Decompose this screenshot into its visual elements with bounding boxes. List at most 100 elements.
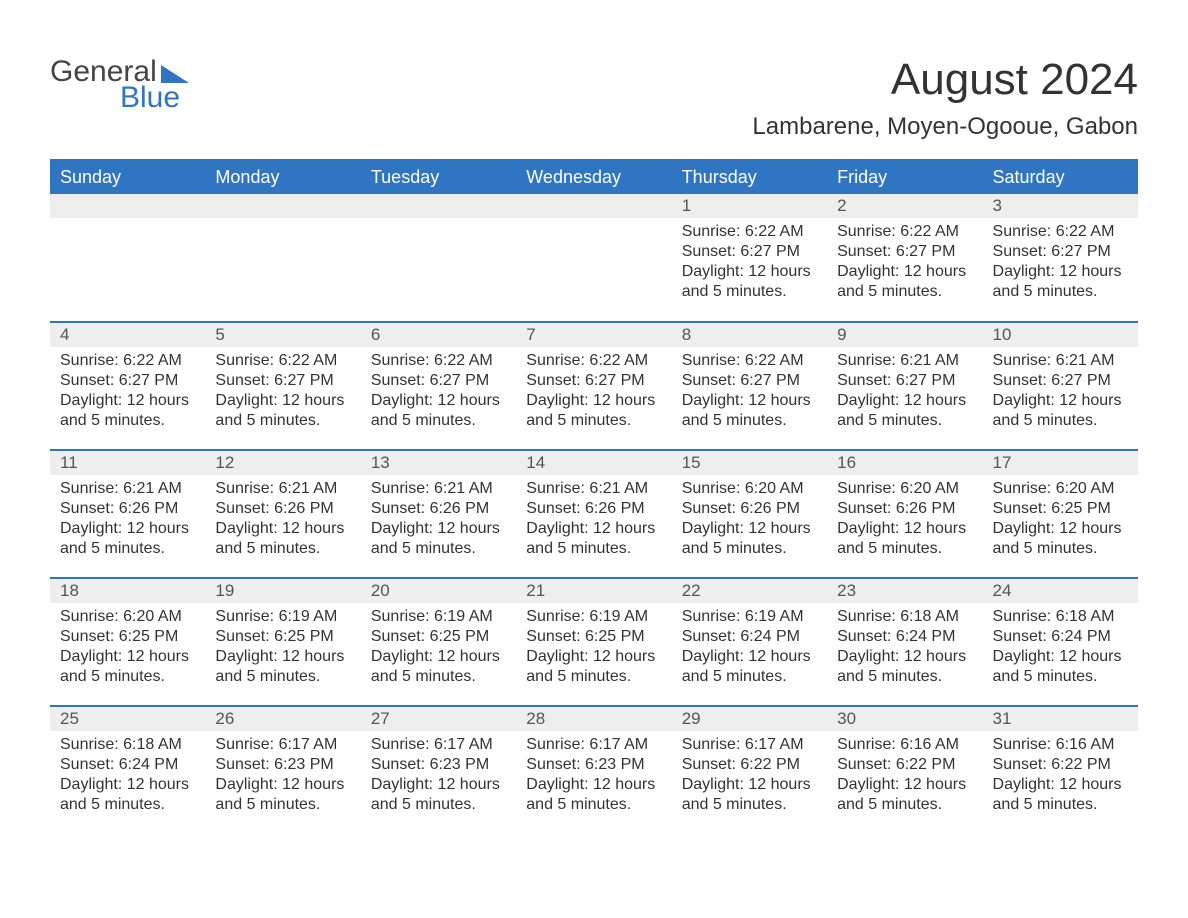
- sunrise-line: Sunrise: 6:17 AM: [526, 735, 661, 755]
- day-number: 13: [361, 451, 516, 475]
- day-number: 25: [50, 707, 205, 731]
- day-details: Sunrise: 6:17 AMSunset: 6:23 PMDaylight:…: [361, 731, 516, 821]
- weekday-header: Friday: [827, 160, 982, 194]
- day-number: 18: [50, 579, 205, 603]
- sunrise-value: 6:22 AM: [745, 223, 804, 240]
- sunset-line: Sunset: 6:25 PM: [215, 627, 350, 647]
- daylight-label: Daylight:: [993, 520, 1055, 537]
- sunrise-value: 6:21 AM: [900, 352, 959, 369]
- daylight-label: Daylight:: [371, 392, 433, 409]
- daylight-label: Daylight:: [60, 776, 122, 793]
- day-details: Sunrise: 6:22 AMSunset: 6:27 PMDaylight:…: [672, 347, 827, 437]
- sunset-label: Sunset:: [993, 756, 1047, 773]
- sunrise-value: 6:16 AM: [900, 736, 959, 753]
- day-number: 28: [516, 707, 671, 731]
- calendar-day-cell: 26Sunrise: 6:17 AMSunset: 6:23 PMDayligh…: [205, 706, 360, 834]
- sunrise-value: 6:22 AM: [434, 352, 493, 369]
- sunset-line: Sunset: 6:25 PM: [60, 627, 195, 647]
- daylight-line: Daylight: 12 hours and 5 minutes.: [371, 647, 506, 687]
- daylight-label: Daylight:: [215, 648, 277, 665]
- sunset-label: Sunset:: [526, 756, 580, 773]
- month-title: August 2024: [752, 55, 1138, 105]
- day-number: 4: [50, 323, 205, 347]
- sunrise-line: Sunrise: 6:21 AM: [60, 479, 195, 499]
- sunrise-line: Sunrise: 6:18 AM: [837, 607, 972, 627]
- daylight-label: Daylight:: [371, 648, 433, 665]
- daylight-label: Daylight:: [526, 776, 588, 793]
- sunrise-label: Sunrise:: [215, 480, 274, 497]
- day-number: 10: [983, 323, 1138, 347]
- sunrise-value: 6:19 AM: [745, 608, 804, 625]
- sunset-label: Sunset:: [526, 628, 580, 645]
- day-number: 7: [516, 323, 671, 347]
- sunrise-label: Sunrise:: [371, 608, 430, 625]
- sunrise-label: Sunrise:: [526, 352, 585, 369]
- day-details: Sunrise: 6:20 AMSunset: 6:26 PMDaylight:…: [827, 475, 982, 565]
- sunrise-value: 6:18 AM: [123, 736, 182, 753]
- calendar-day-cell: 14Sunrise: 6:21 AMSunset: 6:26 PMDayligh…: [516, 450, 671, 578]
- sunrise-label: Sunrise:: [215, 608, 274, 625]
- day-details: Sunrise: 6:21 AMSunset: 6:27 PMDaylight:…: [983, 347, 1138, 437]
- sunrise-value: 6:22 AM: [1056, 223, 1115, 240]
- sunset-line: Sunset: 6:22 PM: [682, 755, 817, 775]
- daylight-line: Daylight: 12 hours and 5 minutes.: [60, 391, 195, 431]
- daylight-label: Daylight:: [526, 648, 588, 665]
- daylight-line: Daylight: 12 hours and 5 minutes.: [371, 391, 506, 431]
- day-details: Sunrise: 6:22 AMSunset: 6:27 PMDaylight:…: [983, 218, 1138, 308]
- daylight-label: Daylight:: [682, 392, 744, 409]
- day-number: 8: [672, 323, 827, 347]
- daylight-line: Daylight: 12 hours and 5 minutes.: [993, 391, 1128, 431]
- day-details: Sunrise: 6:22 AMSunset: 6:27 PMDaylight:…: [205, 347, 360, 437]
- sunrise-value: 6:20 AM: [1056, 480, 1115, 497]
- sunrise-line: Sunrise: 6:21 AM: [993, 351, 1128, 371]
- sunset-line: Sunset: 6:26 PM: [526, 499, 661, 519]
- sunset-label: Sunset:: [682, 628, 736, 645]
- daylight-line: Daylight: 12 hours and 5 minutes.: [837, 647, 972, 687]
- sunrise-label: Sunrise:: [215, 352, 274, 369]
- sunrise-line: Sunrise: 6:17 AM: [682, 735, 817, 755]
- daylight-line: Daylight: 12 hours and 5 minutes.: [371, 775, 506, 815]
- day-details: Sunrise: 6:18 AMSunset: 6:24 PMDaylight:…: [983, 603, 1138, 693]
- sunset-line: Sunset: 6:27 PM: [682, 242, 817, 262]
- daylight-line: Daylight: 12 hours and 5 minutes.: [371, 519, 506, 559]
- sunset-label: Sunset:: [215, 628, 269, 645]
- sunrise-line: Sunrise: 6:21 AM: [526, 479, 661, 499]
- sunrise-line: Sunrise: 6:16 AM: [837, 735, 972, 755]
- calendar-day-cell: 31Sunrise: 6:16 AMSunset: 6:22 PMDayligh…: [983, 706, 1138, 834]
- day-details: Sunrise: 6:22 AMSunset: 6:27 PMDaylight:…: [361, 347, 516, 437]
- sunset-label: Sunset:: [993, 500, 1047, 517]
- day-details: Sunrise: 6:22 AMSunset: 6:27 PMDaylight:…: [516, 347, 671, 437]
- sunrise-value: 6:16 AM: [1056, 736, 1115, 753]
- daylight-line: Daylight: 12 hours and 5 minutes.: [215, 775, 350, 815]
- day-details: Sunrise: 6:19 AMSunset: 6:25 PMDaylight:…: [361, 603, 516, 693]
- sunrise-value: 6:17 AM: [589, 736, 648, 753]
- calendar-day-cell: 22Sunrise: 6:19 AMSunset: 6:24 PMDayligh…: [672, 578, 827, 706]
- sunset-label: Sunset:: [371, 628, 425, 645]
- daylight-line: Daylight: 12 hours and 5 minutes.: [215, 519, 350, 559]
- calendar-week-row: 11Sunrise: 6:21 AMSunset: 6:26 PMDayligh…: [50, 450, 1138, 578]
- sunrise-line: Sunrise: 6:22 AM: [371, 351, 506, 371]
- daylight-label: Daylight:: [60, 392, 122, 409]
- calendar-day-cell: [361, 194, 516, 322]
- sunrise-label: Sunrise:: [993, 480, 1052, 497]
- day-details: Sunrise: 6:18 AMSunset: 6:24 PMDaylight:…: [50, 731, 205, 821]
- sunrise-line: Sunrise: 6:22 AM: [993, 222, 1128, 242]
- sunset-label: Sunset:: [526, 500, 580, 517]
- sunrise-line: Sunrise: 6:19 AM: [371, 607, 506, 627]
- daylight-line: Daylight: 12 hours and 5 minutes.: [215, 647, 350, 687]
- sunrise-value: 6:19 AM: [434, 608, 493, 625]
- location-subtitle: Lambarene, Moyen-Ogooue, Gabon: [752, 113, 1138, 141]
- daylight-line: Daylight: 12 hours and 5 minutes.: [60, 647, 195, 687]
- sunrise-line: Sunrise: 6:16 AM: [993, 735, 1128, 755]
- daylight-label: Daylight:: [837, 776, 899, 793]
- calendar-day-cell: 4Sunrise: 6:22 AMSunset: 6:27 PMDaylight…: [50, 322, 205, 450]
- day-number: 3: [983, 194, 1138, 218]
- daylight-line: Daylight: 12 hours and 5 minutes.: [526, 519, 661, 559]
- sunset-line: Sunset: 6:27 PM: [526, 371, 661, 391]
- daylight-label: Daylight:: [371, 520, 433, 537]
- day-number: 29: [672, 707, 827, 731]
- sunrise-label: Sunrise:: [837, 223, 896, 240]
- sunset-label: Sunset:: [682, 372, 736, 389]
- day-number: 2: [827, 194, 982, 218]
- daylight-line: Daylight: 12 hours and 5 minutes.: [837, 262, 972, 302]
